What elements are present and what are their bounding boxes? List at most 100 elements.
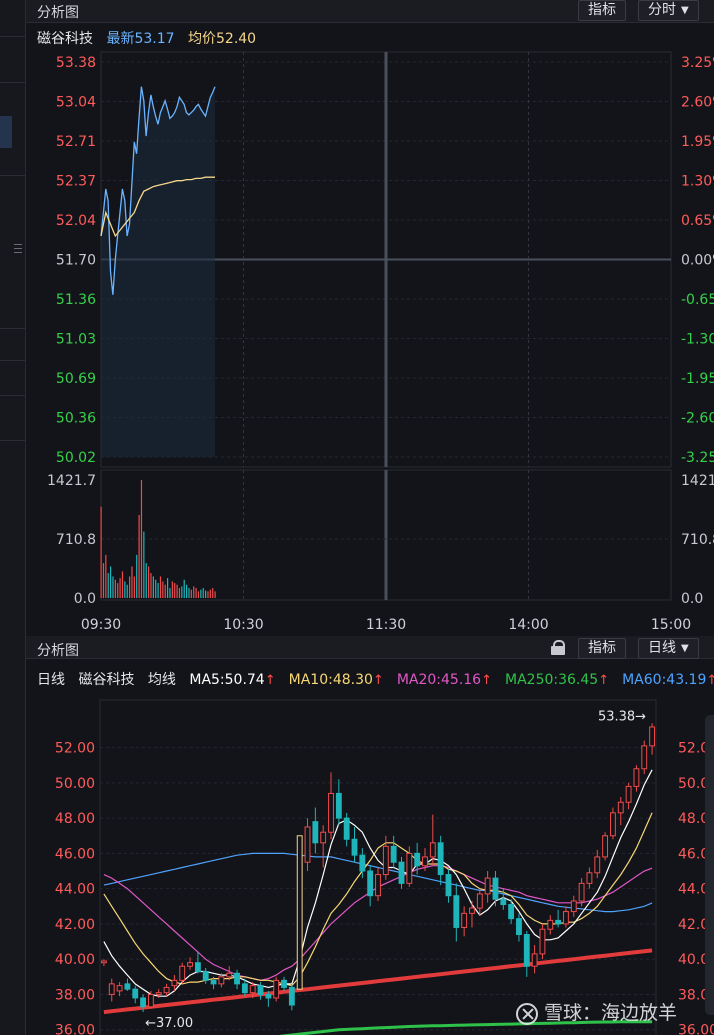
period-dropdown[interactable]: 分时 ▼ <box>638 0 699 21</box>
candle-body <box>523 934 530 967</box>
price-axis-label: 51.70 <box>56 253 96 269</box>
candle-body <box>108 983 115 995</box>
candle-body <box>469 907 475 914</box>
unlock-icon[interactable] <box>551 640 565 655</box>
volume-bar <box>209 589 211 598</box>
volume-bar <box>138 515 140 598</box>
candle-body <box>422 856 428 867</box>
time-axis-label: 15:00 <box>651 617 691 633</box>
candle-body <box>155 992 162 995</box>
candle-body <box>140 997 146 1008</box>
candle-body <box>586 872 593 884</box>
candle-body <box>406 852 413 884</box>
kline-left-axis-label: 42.00 <box>55 917 95 933</box>
volume-axis-label: 0.0 <box>681 591 703 607</box>
ma-legend-item: MA250:36.45 <box>505 672 599 688</box>
high-price-annotation: 53.38→ <box>598 709 646 724</box>
volume-bar <box>174 583 176 598</box>
pct-axis-label: -1.30% <box>681 332 714 348</box>
candle-body <box>414 852 421 867</box>
candle-body <box>359 854 366 872</box>
candle-body <box>500 898 507 906</box>
latest-price: 最新53.17 <box>106 31 175 47</box>
candle-body <box>547 919 554 930</box>
ma-group-label[interactable]: 均线 <box>147 672 176 688</box>
volume-bar <box>212 588 214 598</box>
candle-body <box>343 817 350 840</box>
candle-body <box>234 972 240 985</box>
candlestick-chart[interactable]: 52.0052.0050.0050.0048.0048.0046.0046.00… <box>26 690 714 1035</box>
price-axis-label: 50.69 <box>56 371 96 387</box>
volume-bar <box>178 588 181 598</box>
volume-bar <box>183 579 185 598</box>
time-axis-label: 14:00 <box>508 617 548 633</box>
volume-bar <box>126 584 128 598</box>
price-axis-label: 51.03 <box>56 332 96 348</box>
intraday-info-line: 磁谷科技 最新53.17 均价52.40 <box>37 28 265 48</box>
resize-handle[interactable] <box>14 244 22 258</box>
candle-body <box>398 861 405 884</box>
volume-bar <box>112 576 114 598</box>
candle-body <box>335 792 342 819</box>
indicator-button[interactable]: 指标 <box>578 0 626 21</box>
up-arrow-icon: ↑ <box>706 673 714 688</box>
volume-bar <box>129 576 131 598</box>
candle-body <box>476 893 483 909</box>
candle-body <box>516 918 522 935</box>
volume-bar <box>188 588 190 598</box>
intraday-chart[interactable]: 53.38 3.25% 53.04 2.60% 52.71 1.95% 52.37 1.30%… <box>26 48 714 634</box>
candle-body <box>570 900 577 913</box>
candle-body <box>437 842 444 876</box>
period-dropdown[interactable]: 日线 ▼ <box>638 638 699 659</box>
candle-body <box>249 985 256 994</box>
selected-row-marker[interactable] <box>0 116 12 148</box>
candle-body <box>649 726 656 747</box>
candle-body <box>594 856 601 874</box>
thick-red-trend-line <box>103 948 653 1015</box>
candle-body <box>563 911 569 925</box>
candle-body <box>147 993 154 1008</box>
stock-name: 磁谷科技 <box>78 672 135 688</box>
pct-axis-label: 2.60% <box>681 95 714 111</box>
volume-bar <box>155 579 157 598</box>
watermark: 雪球：海边放羊 <box>516 998 677 1025</box>
volume-bar <box>169 588 171 598</box>
candle-body <box>171 979 178 987</box>
candle-body <box>508 904 515 920</box>
candle-body <box>163 986 170 994</box>
period-label: 日线 <box>37 672 65 688</box>
candle-body <box>390 845 397 863</box>
volume-bar <box>121 571 124 598</box>
volume-bar <box>148 566 150 598</box>
indicator-button[interactable]: 指标 <box>578 638 626 659</box>
candle-body <box>281 979 287 988</box>
volume-bar <box>190 589 192 598</box>
kline-plot-frame <box>99 699 657 1035</box>
volume-bar <box>133 576 135 598</box>
candle-body <box>296 835 303 990</box>
kline-left-axis-label: 52.00 <box>55 741 95 757</box>
candle-body <box>288 986 295 1006</box>
indicator-button-label: 指标 <box>588 2 616 18</box>
side-scroll-tab[interactable] <box>705 715 714 1015</box>
volume-bar <box>110 566 112 598</box>
candle-body <box>351 838 358 856</box>
candle-body <box>218 976 225 985</box>
kline-left-axis-label: 40.00 <box>55 952 95 968</box>
candle-body <box>194 962 201 973</box>
up-arrow-icon: ↑ <box>372 673 384 688</box>
pct-axis-label: 0.00% <box>681 253 714 269</box>
volume-bar <box>136 554 138 598</box>
candle-body <box>531 953 538 967</box>
volume-bar <box>162 581 164 598</box>
candle-body <box>429 842 436 858</box>
volume-bar <box>207 591 209 598</box>
volume-bar <box>159 576 162 598</box>
divider <box>0 175 25 176</box>
time-axis-label: 09:30 <box>81 617 121 633</box>
ma-legend-item: MA60:43.19 <box>622 672 707 688</box>
volume-bar <box>164 584 166 598</box>
divider <box>0 36 25 37</box>
kline-left-axis-label: 44.00 <box>55 882 95 898</box>
candle-body <box>578 882 585 902</box>
